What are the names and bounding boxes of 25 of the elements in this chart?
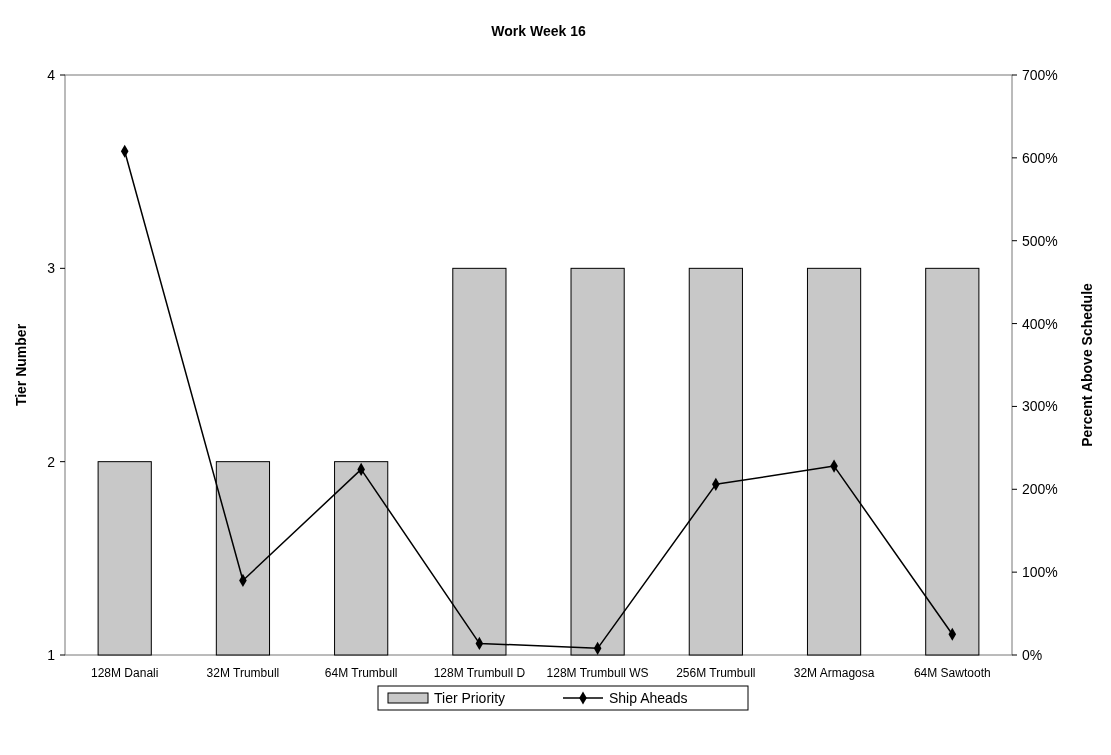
y2-axis-title: Percent Above Schedule — [1079, 282, 1095, 447]
x-tick-label: 128M Trumbull WS — [546, 666, 649, 680]
y-tick-label: 3 — [47, 260, 56, 277]
legend-label: Tier Priority — [434, 690, 506, 706]
x-tick-label: 128M Danali — [91, 666, 159, 680]
y2-tick-label: 600% — [1022, 149, 1058, 166]
x-tick-label: 32M Armagosa — [793, 666, 875, 680]
y-tick-label: 4 — [47, 67, 56, 83]
x-tick-label: 32M Trumbull — [206, 666, 280, 680]
y2-tick-label: 100% — [1022, 564, 1058, 581]
y2-tick-label: 200% — [1022, 481, 1058, 498]
y-axis-title: Tier Number — [13, 323, 29, 407]
y-tick-label: 1 — [47, 647, 56, 663]
x-tick-label: 64M Trumbull — [324, 666, 398, 680]
legend-label: Ship Aheads — [609, 690, 688, 706]
x-tick-label: 64M Sawtooth — [913, 666, 991, 680]
x-tick-label: 256M Trumbull — [676, 666, 756, 680]
y-tick-label: 2 — [47, 453, 56, 470]
y2-tick-label: 300% — [1022, 398, 1058, 415]
chart-title: Work Week 16 — [491, 23, 586, 39]
y2-tick-label: 0% — [1022, 647, 1043, 663]
y2-tick-label: 500% — [1022, 232, 1058, 249]
y2-tick-label: 700% — [1022, 67, 1058, 83]
y2-tick-label: 400% — [1022, 315, 1058, 332]
x-tick-label: 128M Trumbull D — [433, 666, 526, 680]
